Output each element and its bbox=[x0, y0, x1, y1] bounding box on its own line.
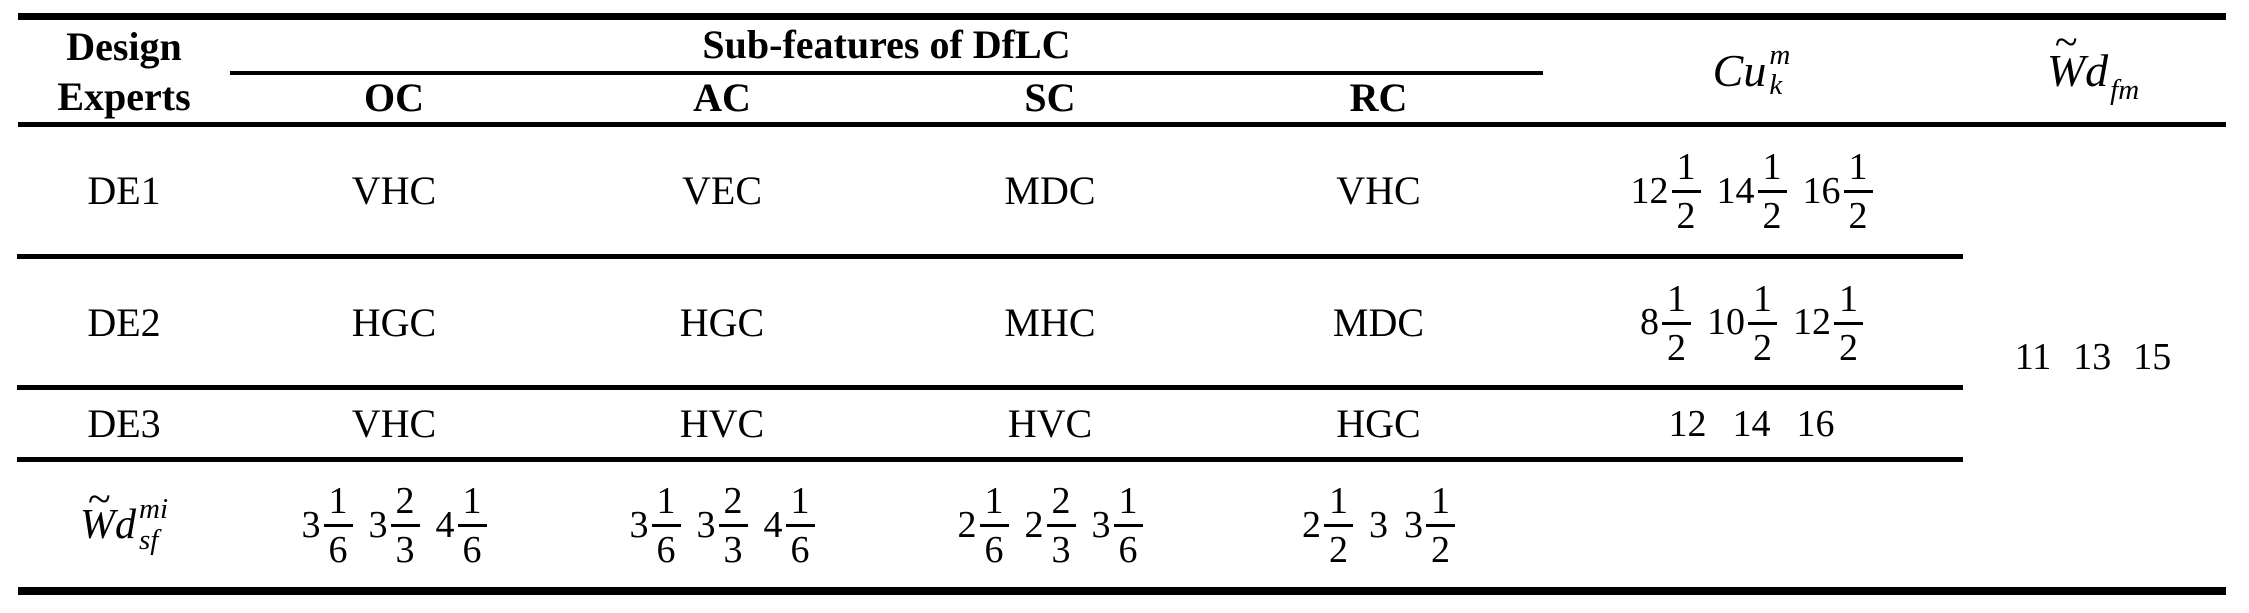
cu-subscript: k bbox=[1769, 69, 1783, 101]
mixed-number: 14 1 2 bbox=[1717, 146, 1787, 235]
row-label-de3: DE3 bbox=[87, 401, 161, 446]
de1-ac-value: VEC bbox=[682, 168, 762, 213]
de2-oc-value: HGC bbox=[351, 299, 437, 345]
table-bottom-rule bbox=[18, 587, 2226, 595]
wd-sf-symbol: ~ Wd bbox=[80, 479, 136, 549]
col-header-sc: SC bbox=[1024, 74, 1076, 120]
table-top-rule bbox=[18, 13, 2226, 20]
wd-fm-values: 11 13 15 bbox=[1960, 127, 2226, 587]
cu-scripts: m k bbox=[1769, 38, 1791, 101]
de1-cu-values: 12 1 2 14 1 2 16 1 2 bbox=[1543, 127, 1960, 254]
cu-column-header: Cu m k bbox=[1543, 18, 1960, 122]
wd-sf-subscript: sf bbox=[139, 523, 159, 556]
de2-cu-values: 8 1 2 10 1 2 12 1 2 bbox=[1543, 259, 1960, 385]
mixed-number: 12 bbox=[1668, 402, 1707, 445]
mixed-number: 16 1 2 bbox=[1803, 146, 1873, 235]
col-header-ac: AC bbox=[693, 74, 751, 120]
de1-sc-value: MDC bbox=[1004, 168, 1096, 213]
cu-superscript: m bbox=[1769, 38, 1791, 71]
de3-oc-value: VHC bbox=[351, 401, 437, 446]
de3-rc-value: HGC bbox=[1336, 401, 1421, 446]
design-experts-line2: Experts bbox=[57, 74, 191, 119]
design-experts-line1: Design bbox=[66, 24, 182, 69]
mixed-number: 14 bbox=[1732, 402, 1771, 445]
de2-rc-value: MDC bbox=[1332, 299, 1425, 345]
mixed-number: 10 1 2 bbox=[1707, 278, 1777, 367]
de2-sc-value: MHC bbox=[1004, 299, 1096, 345]
mixed-number: 13 bbox=[2073, 336, 2112, 378]
de2-ac-value: HGC bbox=[679, 299, 765, 345]
cu-symbol: Cu bbox=[1712, 44, 1767, 96]
row-label-de2: DE2 bbox=[87, 299, 161, 345]
mixed-number: 11 bbox=[2014, 336, 2052, 378]
mixed-number: 12 1 2 bbox=[1631, 146, 1701, 235]
wd-sf-superscript: mi bbox=[139, 493, 168, 526]
subfeatures-group-header: Sub-features of DfLC bbox=[702, 21, 1071, 67]
mixed-number: 15 bbox=[2133, 336, 2172, 378]
tilde-accent: ~ bbox=[2054, 19, 2078, 66]
wd-base: Wd bbox=[2046, 44, 2109, 96]
wd-symbol: ~ Wd bbox=[2046, 22, 2109, 97]
wd-sf-scripts: mi sf bbox=[139, 494, 168, 555]
row-separator-3 bbox=[17, 457, 1963, 462]
header-bottom-rule bbox=[18, 122, 2226, 127]
row-separator-2 bbox=[17, 385, 1963, 390]
de1-rc-value: VHC bbox=[1336, 168, 1421, 213]
row-separator-1 bbox=[17, 254, 1963, 259]
wd-fm-column-header: ~ Wd fm bbox=[1960, 18, 2226, 122]
mixed-number: 3 bbox=[1369, 503, 1388, 546]
tilde-accent: ~ bbox=[88, 476, 111, 523]
mixed-number: 12 1 2 bbox=[1793, 278, 1863, 367]
de3-ac-value: HVC bbox=[679, 401, 765, 446]
design-experts-header: Design Experts bbox=[18, 22, 230, 122]
de1-oc-value: VHC bbox=[351, 168, 437, 213]
col-header-rc: RC bbox=[1349, 74, 1408, 120]
de3-sc-value: HVC bbox=[1007, 401, 1093, 446]
col-header-oc: OC bbox=[364, 74, 424, 120]
wd-sf-base: Wd bbox=[80, 501, 136, 548]
footer-label-wd-sf: ~ Wd mi sf bbox=[18, 462, 230, 587]
wd-fm-subscript: fm bbox=[2110, 73, 2140, 106]
row-label-de1: DE1 bbox=[87, 168, 161, 213]
subfeatures-underline-rule bbox=[230, 71, 1543, 75]
de3-cu-values: 12 14 16 bbox=[1543, 390, 1960, 457]
mixed-number: 16 bbox=[1796, 402, 1835, 445]
